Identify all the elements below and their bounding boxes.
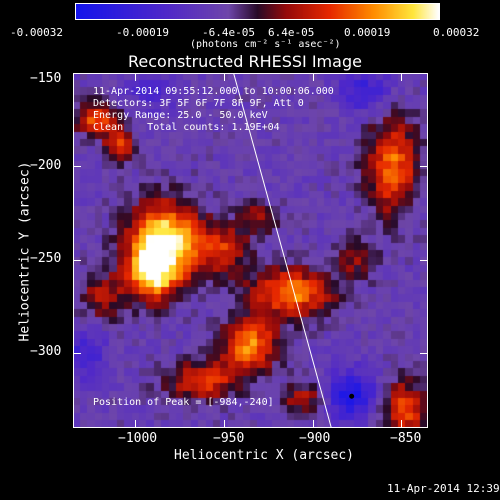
colorbar-unit-label: (photons cm⁻² s⁻¹ asec⁻²) xyxy=(190,39,341,50)
x-axis-label: Heliocentric X (arcsec) xyxy=(174,448,355,463)
axis-tick xyxy=(73,73,81,74)
clean-counts-text: Clean Total counts: 1.19E+04 xyxy=(93,122,280,133)
peak-position-text: Position of Peak = [-984,-240] xyxy=(93,397,274,408)
colorbar-tick-label: 0.00019 xyxy=(344,26,391,39)
x-tick-label: −900 xyxy=(299,431,331,446)
axis-tick xyxy=(73,353,81,355)
colorbar-tick-label: -0.00019 xyxy=(116,26,169,39)
heatmap-image xyxy=(73,73,428,428)
axis-tick xyxy=(401,73,403,81)
axis-tick xyxy=(135,420,137,428)
x-tick-label: −950 xyxy=(213,431,245,446)
axis-tick xyxy=(223,420,225,428)
y-axis-label: Heliocentric Y (arcsec) xyxy=(17,161,33,342)
axis-tick xyxy=(420,73,428,74)
axis-tick xyxy=(401,420,403,428)
colorbar-tick-label: 0.00032 xyxy=(433,26,480,39)
y-tick-label: −150 xyxy=(30,71,62,86)
axis-tick xyxy=(420,259,428,261)
x-tick-label: −1000 xyxy=(118,431,158,446)
solar-limb-line xyxy=(233,73,332,428)
chart-title: Reconstructed RHESSI Image xyxy=(128,52,362,71)
colorbar xyxy=(75,3,440,20)
axis-tick xyxy=(312,73,314,81)
axis-tick xyxy=(312,420,314,428)
detectors-text: Detectors: 3F 5F 6F 7F 8F 9F, Att 0 xyxy=(93,98,304,109)
time-range-text: 11-Apr-2014 09:55:12.000 to 10:00:06.000 xyxy=(93,86,334,97)
colorbar-tick-label: -0.00032 xyxy=(10,26,63,39)
minimum-marker xyxy=(349,393,355,399)
colorbar-tick-label: 6.4e-05 xyxy=(268,26,315,39)
axis-tick xyxy=(223,73,225,81)
colorbar-tick-label: -6.4e-05 xyxy=(202,26,255,39)
axis-tick xyxy=(73,166,81,168)
x-tick-label: −850 xyxy=(390,431,422,446)
axis-tick xyxy=(135,73,137,81)
y-tick-label: −250 xyxy=(30,251,62,266)
axis-tick xyxy=(73,259,81,261)
axis-tick xyxy=(420,353,428,355)
plot-overlay xyxy=(233,73,355,428)
axis-tick xyxy=(420,166,428,168)
y-tick-label: −200 xyxy=(30,158,62,173)
timestamp: 11-Apr-2014 12:39 xyxy=(387,482,500,495)
y-tick-label: −300 xyxy=(30,344,62,359)
energy-range-text: Energy Range: 25.0 - 50.0 keV xyxy=(93,110,268,121)
